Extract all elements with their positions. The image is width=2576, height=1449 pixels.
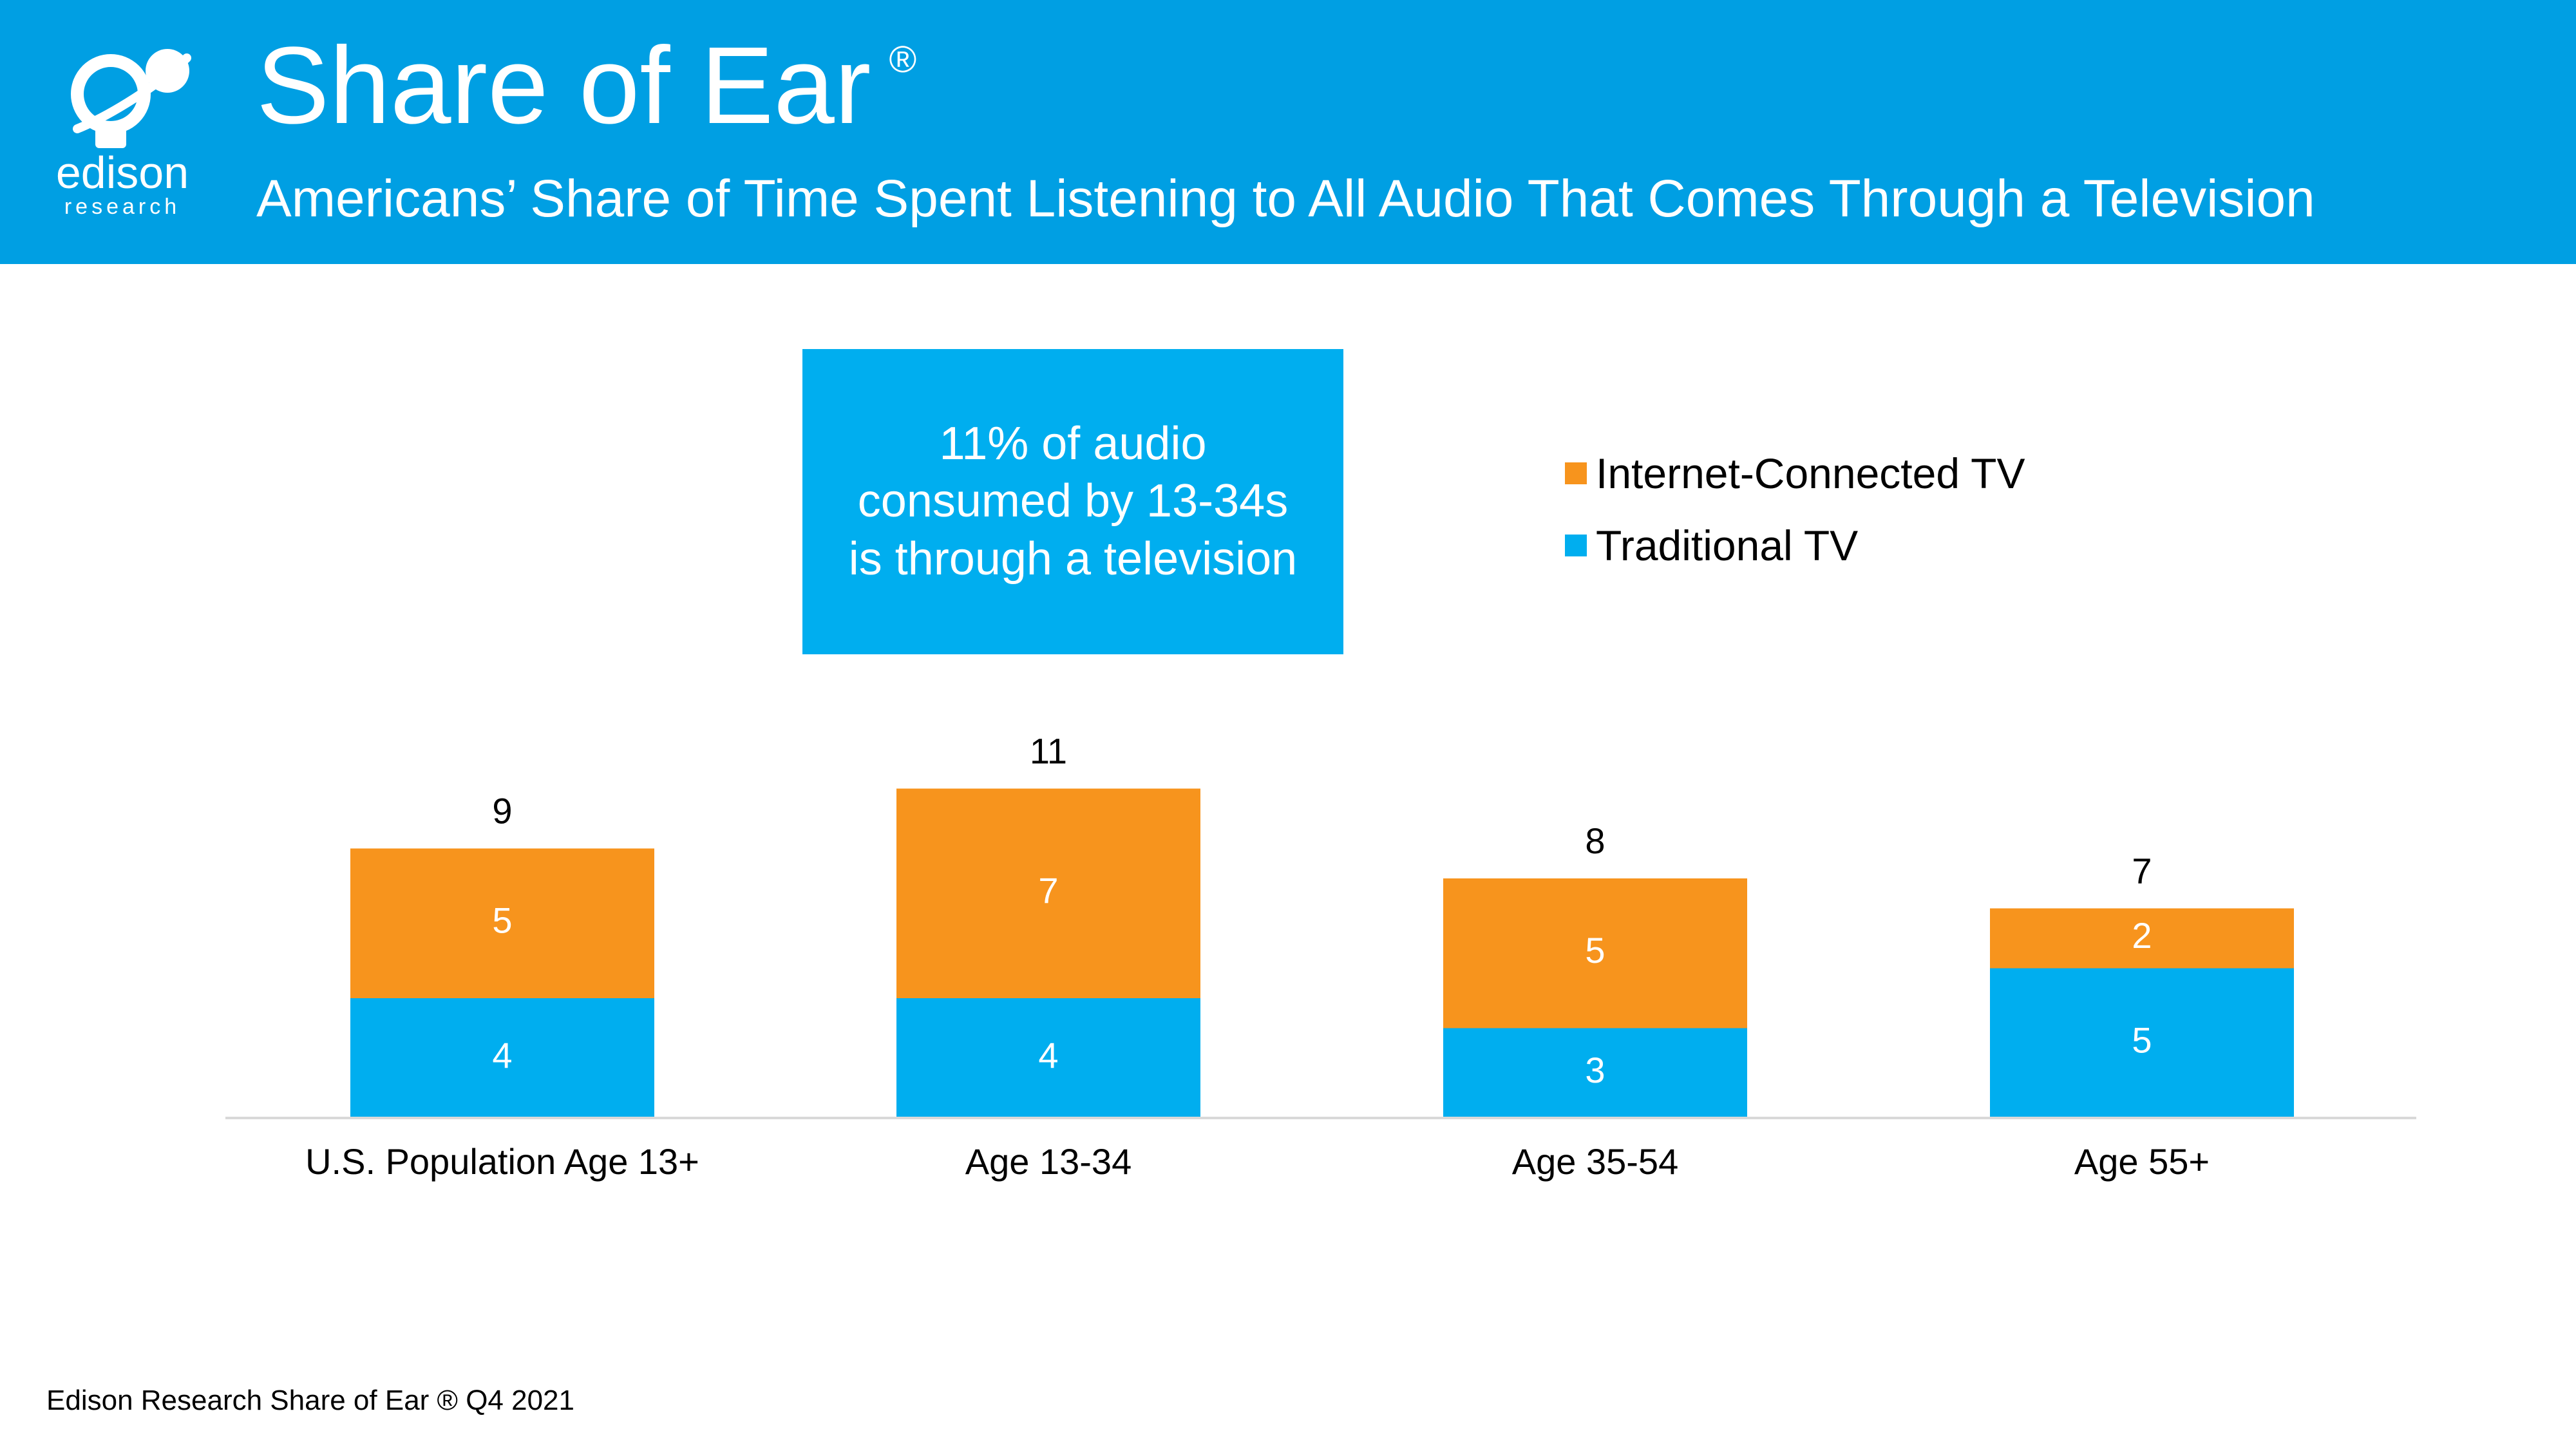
- header-banner: edison research Share of Ear ® Americans’…: [0, 0, 2576, 264]
- x-tick-label: Age 13-34: [965, 1141, 1132, 1182]
- x-tick-label: U.S. Population Age 13+: [305, 1141, 699, 1182]
- data-label-internet-connected-tv: 2: [2132, 915, 2152, 956]
- page-subtitle: Americans’ Share of Time Spent Listening…: [256, 169, 2315, 228]
- legend-label: Internet-Connected TV: [1596, 450, 2025, 497]
- legend-item-traditional-tv: Traditional TV: [1565, 522, 2025, 569]
- callout-box: 11% of audio consumed by 13-34s is throu…: [802, 349, 1343, 654]
- data-label-internet-connected-tv: 5: [492, 900, 512, 941]
- data-label-traditional-tv: 4: [1038, 1035, 1058, 1075]
- callout-line: 11% of audio: [939, 418, 1207, 470]
- registered-mark: ®: [889, 39, 917, 80]
- total-label: 9: [492, 790, 512, 831]
- legend-item-internet-connected-tv: Internet-Connected TV: [1565, 450, 2025, 497]
- total-label: 11: [1030, 730, 1067, 771]
- callout-line: consumed by 13-34s: [857, 475, 1289, 527]
- total-label: 8: [1585, 820, 1605, 861]
- legend-swatch: [1565, 535, 1587, 556]
- logo-wordmark: edison: [56, 147, 189, 198]
- data-label-traditional-tv: 4: [492, 1035, 512, 1075]
- chart-legend: Internet-Connected TV Traditional TV: [1565, 450, 2025, 595]
- bar-internet-connected-tv: [896, 788, 1200, 998]
- bar-traditional-tv: [896, 998, 1200, 1118]
- bar-traditional-tv: [350, 998, 654, 1118]
- data-label-internet-connected-tv: 7: [1038, 870, 1058, 911]
- title-text: Share of Ear: [256, 24, 871, 147]
- x-tick-label: Age 55+: [2074, 1141, 2210, 1182]
- data-label-traditional-tv: 3: [1585, 1050, 1605, 1090]
- data-label-traditional-tv: 5: [2132, 1020, 2152, 1061]
- bar-traditional-tv: [1990, 968, 2294, 1118]
- logo-tagline: research: [64, 194, 180, 219]
- lightbulb-orbit-icon: [71, 49, 191, 148]
- legend-swatch: [1565, 462, 1587, 484]
- callout-line: is through a television: [848, 533, 1298, 585]
- bar-internet-connected-tv: [1443, 878, 1747, 1028]
- data-label-internet-connected-tv: 5: [1585, 930, 1605, 971]
- legend-label: Traditional TV: [1596, 522, 1859, 569]
- edison-research-logo: edison research: [56, 49, 191, 219]
- source-footnote: Edison Research Share of Ear ® Q4 2021: [46, 1385, 574, 1416]
- page-title: Share of Ear ®: [256, 31, 916, 140]
- bar-traditional-tv: [1443, 1028, 1747, 1118]
- x-tick-label: Age 35-54: [1512, 1141, 1678, 1182]
- bar-internet-connected-tv: [1990, 908, 2294, 969]
- bar-internet-connected-tv: [350, 848, 654, 998]
- total-label: 7: [2132, 850, 2152, 891]
